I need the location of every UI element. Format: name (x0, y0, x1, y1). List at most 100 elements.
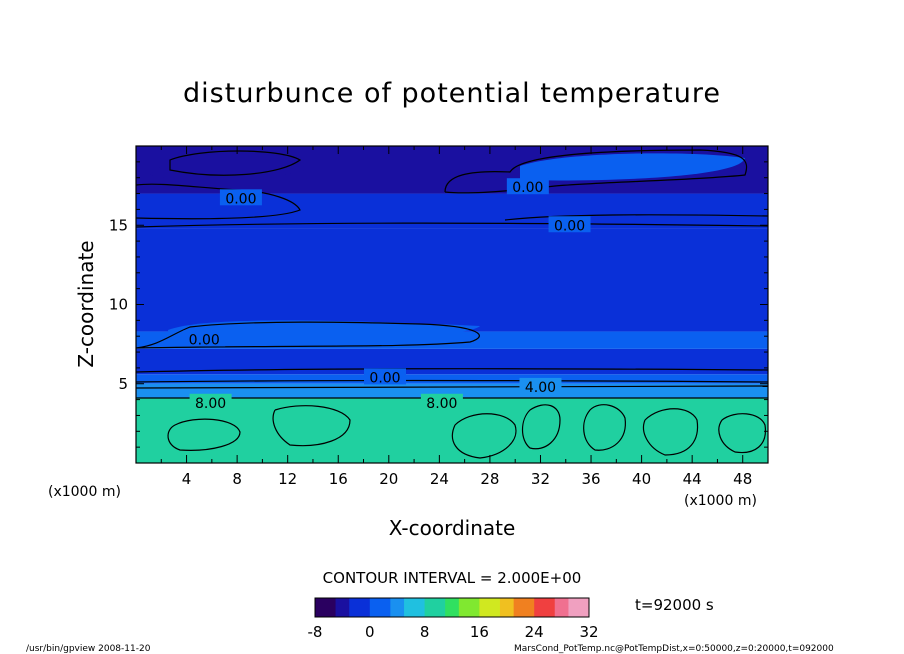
colorbar-tick-label: 32 (579, 623, 598, 641)
contour-band (136, 374, 768, 384)
colorbar-swatch (534, 598, 542, 617)
contour-label: 0.00 (512, 180, 543, 196)
colorbar-swatch (328, 598, 337, 617)
contour-label-bg (183, 330, 226, 347)
x-tick-label: 48 (733, 470, 752, 488)
colorbar: -8 0 8 16 24 32 (308, 597, 599, 641)
colorbar-swatch (472, 598, 480, 617)
contour-label-bg (219, 189, 262, 206)
x-tick-label: 4 (182, 470, 192, 488)
colorbar-swatch (417, 598, 426, 617)
contour-label: 0.00 (189, 332, 220, 348)
colorbar-swatch (479, 598, 487, 617)
y-tick-label: 5 (118, 375, 128, 393)
colorbar-swatch (493, 598, 501, 617)
contour-line (451, 413, 517, 459)
colorbar-swatch (445, 598, 453, 617)
y-tick-label: 15 (109, 216, 128, 234)
contour-label-bg (189, 393, 232, 410)
x-tick-label: 36 (581, 470, 600, 488)
colorbar-swatch (486, 598, 494, 617)
colorbar-swatch (335, 598, 343, 617)
chart-title: disturbunce of potential temperature (183, 78, 721, 109)
contour-line (272, 405, 351, 447)
x-tick-label: 16 (329, 470, 348, 488)
contour-band (136, 228, 768, 332)
contour-label: 0.00 (225, 191, 256, 207)
contour-label-bg (506, 178, 549, 195)
y-axis: 5 10 15 (109, 145, 768, 464)
time-label: t=92000 s (635, 596, 714, 614)
contour-label-bg (519, 377, 562, 394)
colorbar-swatch (424, 598, 432, 617)
contour-line (136, 183, 301, 220)
colorbar-swatch (356, 598, 364, 617)
x-tick-label: 28 (480, 470, 499, 488)
footer-left: /usr/bin/gpview 2008-11-20 (26, 644, 151, 654)
contour-lines (136, 149, 768, 459)
contour-line (718, 413, 766, 454)
contour-label-bg (364, 368, 407, 385)
contour-label: 0.00 (554, 218, 585, 234)
footer-right: MarsCond_PotTemp.nc@PotTempDist,x=0:5000… (514, 644, 834, 654)
contour-line (169, 150, 302, 176)
contour-interval-label: CONTOUR INTERVAL = 2.000E+00 (323, 569, 582, 587)
contour-label: 8.00 (195, 396, 226, 412)
colorbar-tick-label: 16 (470, 623, 489, 641)
contour-label: 8.00 (426, 396, 457, 412)
colorbar-frame (314, 597, 590, 618)
contour-line (136, 385, 768, 389)
colorbar-swatch (465, 598, 474, 617)
colorbar-swatch (527, 598, 535, 617)
colorbar-swatch (541, 598, 549, 617)
colorbar-swatch (568, 598, 576, 617)
colorbar-tick-label: 0 (365, 623, 375, 641)
colorbar-tick-label: 8 (420, 623, 430, 641)
colorbar-swatch (383, 598, 391, 617)
colorbar-swatch (520, 598, 528, 617)
colorbar-swatch (513, 598, 521, 617)
colorbar-swatch (499, 598, 508, 617)
contour-labels: 0.00 0.00 0.00 0.00 0.00 4.00 8.00 8.00 (183, 178, 591, 412)
x-tick-label: 20 (379, 470, 398, 488)
colorbar-swatch (582, 598, 590, 617)
x-tick-label: 40 (632, 470, 651, 488)
colorbar-swatch (547, 598, 556, 617)
contour-label-bg (420, 393, 463, 410)
x-unit-left: (x1000 m) (48, 484, 121, 500)
y-tick-label: 10 (109, 296, 128, 314)
x-axis: 4 8 12 16 20 24 28 32 36 40 44 48 (135, 146, 769, 488)
colorbar-swatch (376, 598, 384, 617)
contour-line (136, 222, 768, 228)
contour-region (150, 152, 305, 181)
colorbar-swatch (397, 598, 405, 617)
colorbar-swatch (342, 598, 350, 617)
colorbar-swatch (458, 598, 467, 617)
colorbar-swatch (561, 598, 569, 617)
contour-label: 0.00 (369, 370, 400, 386)
colorbar-swatch (431, 598, 439, 617)
contour-label-bg (548, 216, 591, 233)
colorbar-swatch (390, 598, 398, 617)
x-tick-label: 44 (683, 470, 702, 488)
colorbar-swatch (369, 598, 378, 617)
x-tick-label: 32 (531, 470, 550, 488)
contour-line (521, 404, 561, 450)
colorbar-swatch (575, 598, 583, 617)
colorbar-swatch (554, 598, 563, 617)
contour-line (583, 404, 626, 451)
colorbar-swatch (349, 598, 357, 617)
colorbar-swatch (315, 598, 323, 617)
contour-label: 4.00 (525, 380, 556, 396)
contour-line (136, 379, 768, 383)
colorbar-swatch (404, 598, 412, 617)
colorbar-swatch (362, 598, 371, 617)
colorbar-tick-label: 24 (525, 623, 544, 641)
contour-line (444, 149, 748, 194)
contour-region (168, 320, 480, 343)
contour-line (643, 408, 699, 456)
contour-line (136, 368, 768, 373)
contour-line (504, 214, 768, 221)
contour-fill (136, 146, 768, 463)
